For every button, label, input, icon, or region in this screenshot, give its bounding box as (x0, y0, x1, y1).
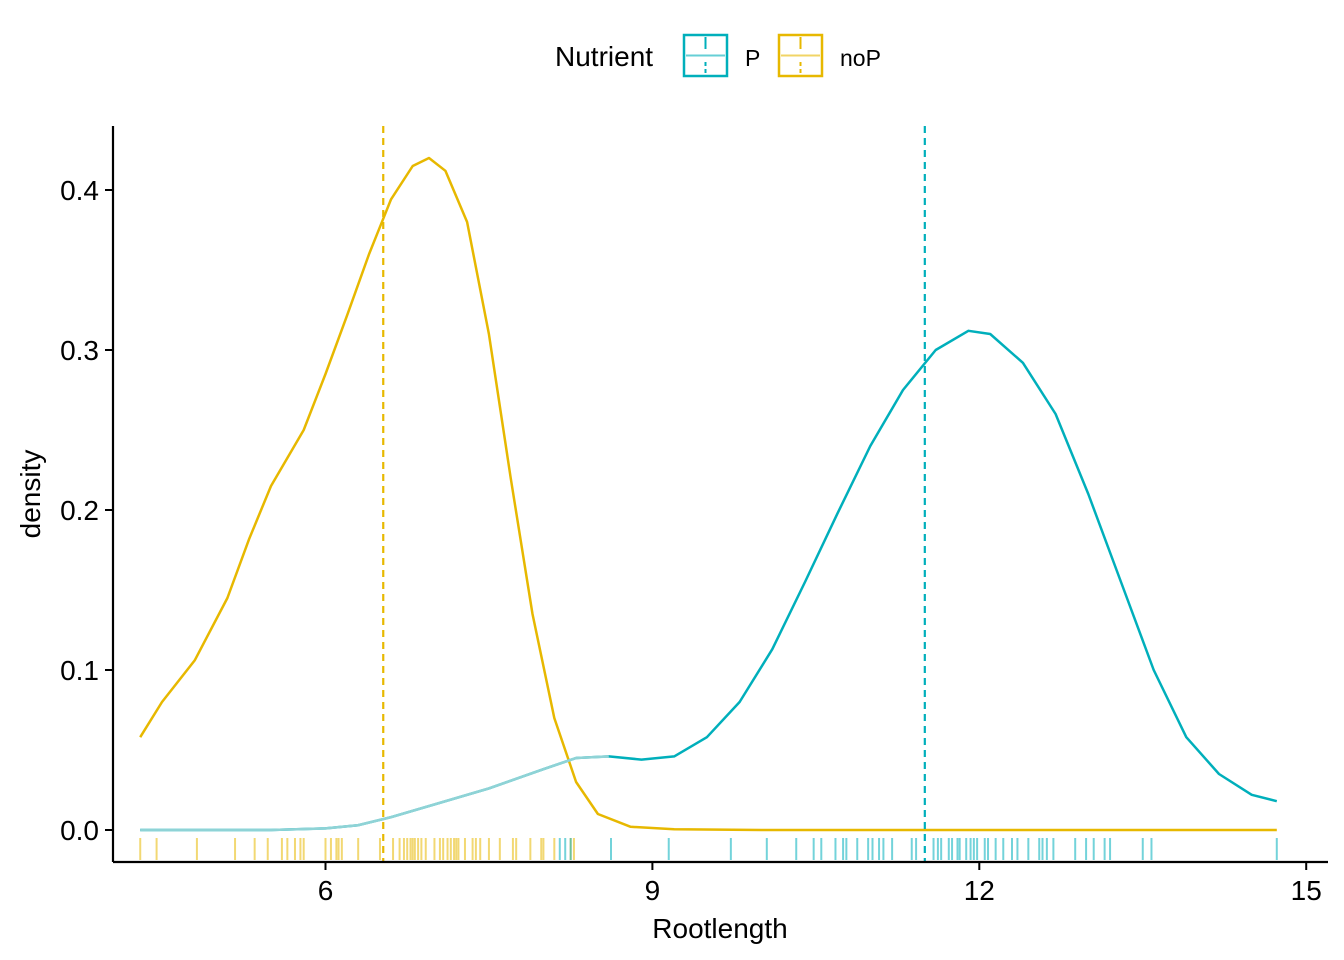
y-tick-label: 0.4 (60, 175, 99, 206)
legend-item-p: P (682, 33, 760, 78)
x-tick-label: 6 (318, 875, 334, 906)
legend-label-nop: noP (840, 45, 881, 71)
x-tick-label: 12 (964, 875, 995, 906)
density-curve-nop (139, 156, 1277, 832)
legend-item-nop: noP (777, 33, 881, 78)
plot-area (139, 126, 1278, 862)
legend-key-nop (777, 33, 824, 78)
x-tick-label: 15 (1291, 875, 1322, 906)
x-tick-label: 9 (645, 875, 661, 906)
y-tick-label: 0.2 (60, 495, 99, 526)
density-curve-p-overlap-segment (140, 755, 609, 832)
y-tick-label: 0.3 (60, 335, 99, 366)
legend-key-p (682, 33, 729, 78)
y-tick-label: 0.1 (60, 655, 99, 686)
y-tick-label: 0.0 (60, 815, 99, 846)
density-curve-p (140, 329, 1278, 832)
x-axis-label: Rootlength (652, 913, 787, 944)
axes: 6 9 12 15 0.0 0.1 0.2 0.3 0.4 (60, 126, 1328, 906)
legend-title: Nutrient (555, 41, 653, 72)
legend-label-p: P (745, 45, 760, 71)
y-axis-label: density (15, 450, 46, 539)
